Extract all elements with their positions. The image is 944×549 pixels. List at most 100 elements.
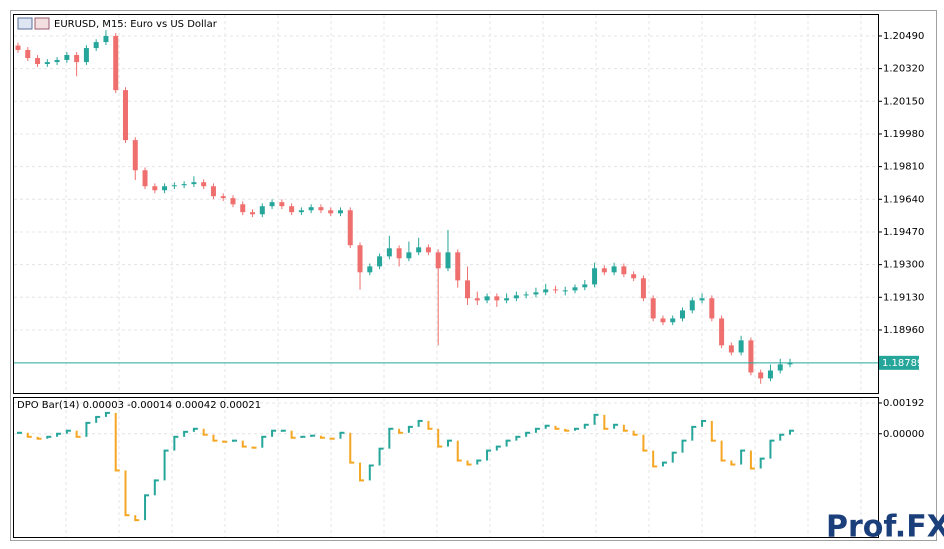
candle-body: [582, 284, 588, 288]
candle-body: [113, 35, 119, 91]
candle-body: [298, 210, 304, 213]
dpo-bar: [446, 440, 449, 447]
dpo-bar: [241, 440, 244, 447]
dpo-bar: [652, 450, 655, 467]
y-tick-label: 1.19810: [883, 162, 924, 173]
dpo-bar: [65, 430, 68, 434]
dpo-bar: [613, 424, 616, 429]
dpo-bar: [114, 412, 117, 471]
candle-body: [709, 298, 715, 319]
candle-body: [162, 186, 168, 191]
symbol-icon: [17, 17, 33, 30]
dpo-bar: [124, 470, 127, 516]
dpo-bar: [622, 424, 625, 431]
candle-body: [259, 206, 265, 215]
candle-body: [504, 298, 510, 301]
dpo-bar: [319, 435, 322, 438]
dpo-bar: [85, 422, 88, 437]
y-tick-label: 0.00192: [883, 398, 924, 409]
candle-body: [396, 248, 402, 259]
candle-body: [465, 280, 471, 299]
dpo-bar: [153, 480, 156, 496]
candle-body: [386, 248, 392, 257]
dpo-bar: [163, 450, 166, 481]
candle-body: [347, 210, 353, 246]
candle-body: [689, 300, 695, 311]
candle-body: [680, 310, 686, 319]
dpo-bar: [632, 430, 635, 435]
candle-body: [93, 42, 99, 49]
candle-body: [572, 287, 578, 291]
candle-body: [738, 340, 744, 353]
dpo-bar: [661, 462, 664, 467]
candle-body: [328, 210, 334, 214]
y-tick-label: 1.19980: [883, 129, 924, 140]
candle-body: [631, 274, 637, 279]
candle-body: [748, 340, 754, 373]
dpo-bar: [603, 414, 606, 429]
candle-body: [201, 182, 207, 187]
dpo-bar: [75, 430, 78, 437]
dpo-bar: [368, 465, 371, 481]
candle-body: [533, 292, 539, 295]
candle-body: [54, 59, 60, 63]
symbol-icon: [34, 17, 50, 30]
candle-body: [132, 140, 138, 171]
candle-body: [103, 35, 109, 43]
dpo-bar: [173, 436, 176, 451]
candle-body: [406, 252, 412, 259]
dpo-bar: [359, 462, 362, 481]
dpo-bar: [495, 446, 498, 451]
candle-body: [543, 289, 549, 293]
candle-body: [455, 252, 461, 281]
dpo-bar: [271, 430, 274, 437]
dpo-bar: [437, 428, 440, 447]
dpo-bar: [691, 426, 694, 441]
candle-body: [250, 212, 256, 215]
dpo-bar: [701, 420, 704, 427]
candle-body: [181, 184, 187, 186]
dpo-bar: [534, 428, 537, 433]
dpo-bar: [544, 425, 547, 429]
candle-body: [474, 298, 480, 301]
y-tick-label: 1.20320: [883, 64, 924, 75]
dpo-bar: [183, 431, 186, 437]
candle-body: [279, 202, 285, 207]
dpo-bar: [26, 432, 29, 437]
last-price-box: [879, 355, 919, 370]
dpo-bar: [749, 450, 752, 469]
candle-body: [337, 210, 343, 214]
dpo-bar: [144, 495, 147, 521]
candle-body: [122, 90, 128, 141]
y-tick-label: 1.20490: [883, 31, 924, 42]
candle-body: [308, 207, 314, 211]
dpo-bar: [202, 428, 205, 435]
price-panel: [13, 14, 879, 394]
candle-body: [35, 58, 41, 65]
candle-body: [777, 364, 783, 371]
dpo-bar: [769, 440, 772, 459]
dpo-bar: [730, 460, 733, 465]
chart-title: EURUSD, M15: Euro vs US Dollar: [54, 19, 218, 30]
dpo-bar: [642, 434, 645, 451]
dpo-bar: [349, 432, 352, 463]
dpo-bar: [740, 450, 743, 465]
vertical-grid: [65, 15, 862, 537]
y-tick-label: 0.00000: [883, 429, 924, 440]
marks: 1.20490 1.20320 1.20150 1.19980 1.19810 1.196…: [14, 30, 924, 522]
candle-body: [425, 247, 431, 253]
candle-body: [611, 266, 617, 273]
dpo-bar: [486, 450, 489, 461]
candle-body: [758, 372, 764, 379]
dpo-bar: [505, 440, 508, 447]
dpo-bar: [759, 458, 762, 469]
dpo-bar: [476, 460, 479, 465]
candle-body: [74, 54, 80, 63]
dpo-bar: [525, 432, 528, 437]
dpo-bar: [554, 425, 557, 429]
dpo-bar: [681, 440, 684, 453]
candle-body: [562, 290, 568, 292]
dpo-bar: [466, 460, 469, 465]
indicator-panel: [13, 397, 879, 538]
